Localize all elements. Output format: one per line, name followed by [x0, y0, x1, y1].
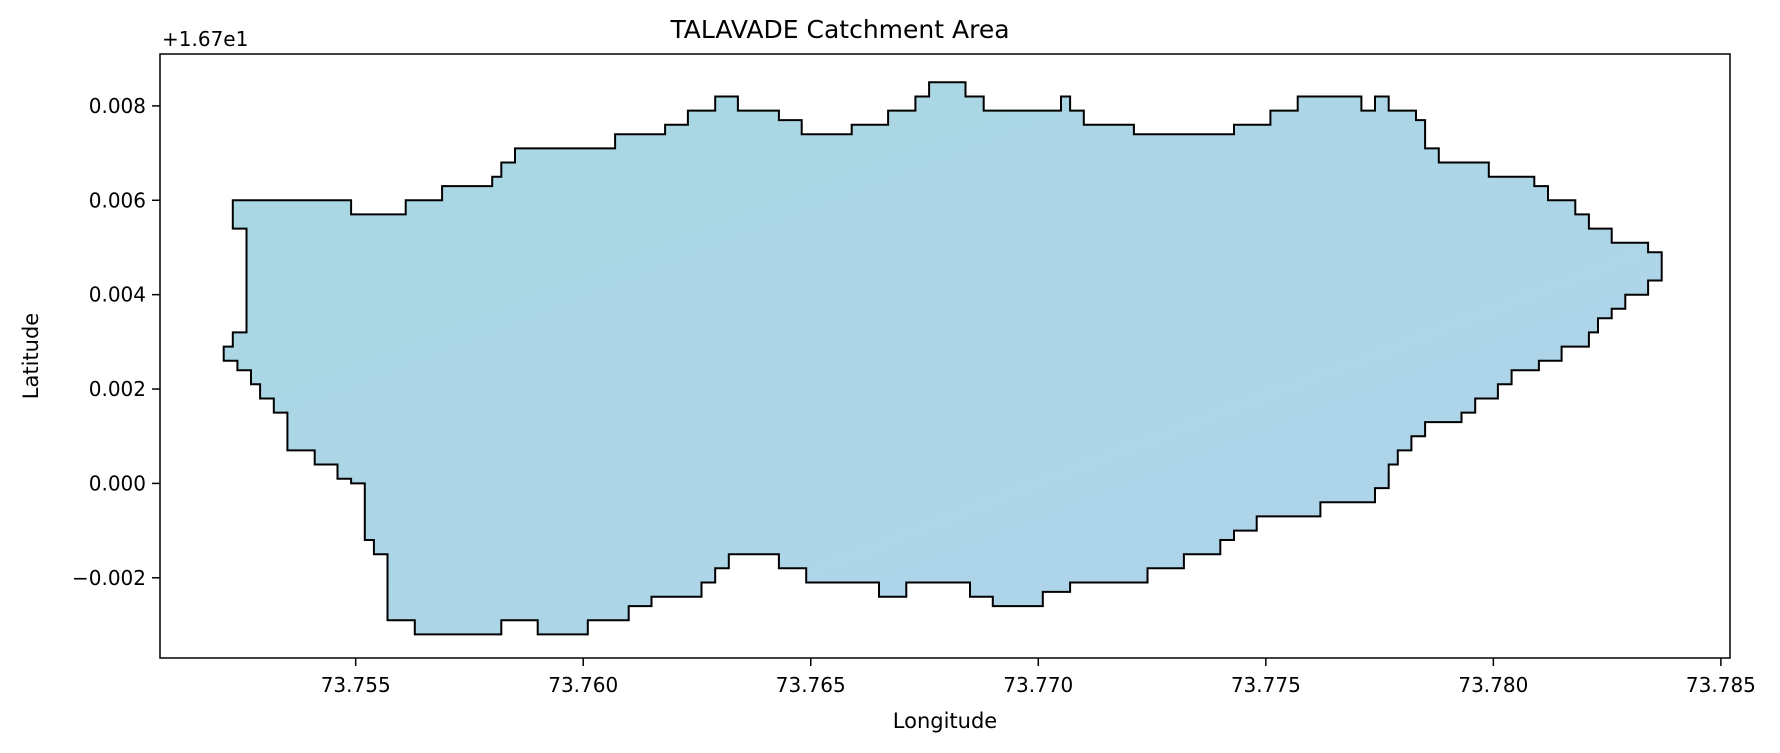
x-tick-label: 73.770	[1003, 673, 1073, 697]
y-axis-label: Latitude	[19, 313, 43, 399]
y-axis-offset-label: +1.67e1	[162, 27, 248, 51]
x-tick-label: 73.755	[321, 673, 391, 697]
catchment-polygon	[222, 81, 1663, 636]
x-tick-label: 73.775	[1231, 673, 1301, 697]
x-tick-label: 73.760	[548, 673, 618, 697]
x-tick-label: 73.780	[1458, 673, 1528, 697]
y-tick-label: 0.002	[89, 377, 146, 401]
x-tick-label: 73.785	[1686, 673, 1756, 697]
y-tick-label: 0.006	[89, 188, 146, 212]
y-tick-label: 0.008	[89, 94, 146, 118]
x-axis-label: Longitude	[893, 709, 997, 733]
y-tick-label: −0.002	[72, 566, 146, 590]
chart-title: TALAVADE Catchment Area	[669, 15, 1009, 44]
y-tick-label: 0.004	[89, 283, 146, 307]
x-axis: 73.755 73.760 73.765 73.770 73.775 73.780 73.7…	[321, 658, 1756, 697]
y-axis: −0.002 0.000 0.002 0.004 0.006 0.008	[72, 94, 160, 590]
y-tick-label: 0.000	[89, 471, 146, 495]
plot-area	[159, 53, 1731, 659]
plot-frame	[159, 53, 1731, 659]
x-tick-label: 73.765	[776, 673, 846, 697]
